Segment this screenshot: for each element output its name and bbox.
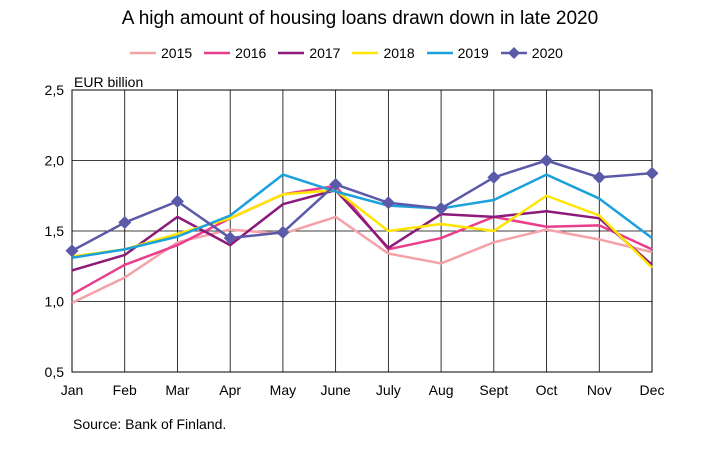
x-tick-label: Apr [219, 382, 241, 398]
legend-swatch [352, 43, 379, 63]
data-point-2020 [223, 231, 237, 245]
data-point-2020 [329, 177, 343, 191]
x-tick-label: Jan [61, 382, 84, 398]
y-tick-label: 0,5 [45, 364, 65, 380]
data-point-2020 [487, 170, 501, 184]
x-tick-label: May [270, 382, 296, 398]
data-point-2020 [434, 201, 448, 215]
legend-label: 2019 [457, 45, 489, 61]
y-tick-label: 2,5 [45, 82, 65, 98]
series-line-2017 [71, 188, 653, 272]
x-tick-label: Feb [113, 382, 137, 398]
line-chart: 0,5 1,0 1,5 2,0 2,5 Jan Feb Mar Apr May June July Au… [45, 82, 665, 398]
series-line-2020 [71, 159, 653, 252]
legend-label: 2017 [309, 45, 341, 61]
data-point-2020 [592, 170, 606, 184]
y-tick-label: 2,0 [45, 153, 65, 169]
data-point-2020 [170, 194, 184, 208]
x-tick-label: Sept [479, 382, 508, 398]
legend-label: 2016 [235, 45, 267, 61]
data-point-2020 [645, 166, 659, 180]
x-tick-label: Mar [165, 382, 189, 398]
legend-label: 2015 [161, 45, 193, 61]
legend-label: 2018 [383, 45, 415, 61]
y-tick-label: 1,5 [45, 223, 65, 239]
legend: 2015 2016 2017 2018 2019 2020 [130, 43, 575, 63]
legend-item-2020: 2020 [500, 43, 563, 63]
legend-swatch [500, 43, 527, 63]
y-axis-label: EUR billion [74, 74, 144, 90]
legend-label: 2020 [531, 45, 563, 61]
data-point-2020 [381, 196, 395, 210]
series-line-2019 [71, 173, 653, 260]
chart-title: A high amount of housing loans drawn dow… [121, 8, 599, 29]
legend-item-2017: 2017 [278, 43, 340, 63]
legend-item-2019: 2019 [426, 43, 489, 63]
legend-swatch [278, 43, 305, 63]
x-tick-label: Nov [587, 382, 612, 398]
legend-swatch [204, 43, 231, 63]
data-point-2020 [118, 216, 132, 230]
data-point-2020 [65, 244, 79, 258]
x-tick-label: June [320, 382, 351, 398]
x-tick-label: Dec [640, 382, 665, 398]
legend-item-2018: 2018 [352, 43, 415, 63]
data-point-2020 [276, 225, 290, 239]
data-point-2020 [540, 154, 554, 167]
legend-swatch [426, 43, 453, 63]
legend-item-2015: 2015 [130, 43, 192, 63]
source-note: Source: Bank of Finland. [73, 416, 227, 432]
x-tick-label: Aug [429, 382, 454, 398]
x-tick-label: July [376, 382, 401, 398]
legend-swatch [130, 43, 156, 63]
legend-item-2016: 2016 [204, 43, 266, 63]
y-tick-label: 1,0 [45, 294, 65, 310]
series-line-2018 [71, 188, 653, 269]
x-tick-label: Oct [536, 382, 558, 398]
